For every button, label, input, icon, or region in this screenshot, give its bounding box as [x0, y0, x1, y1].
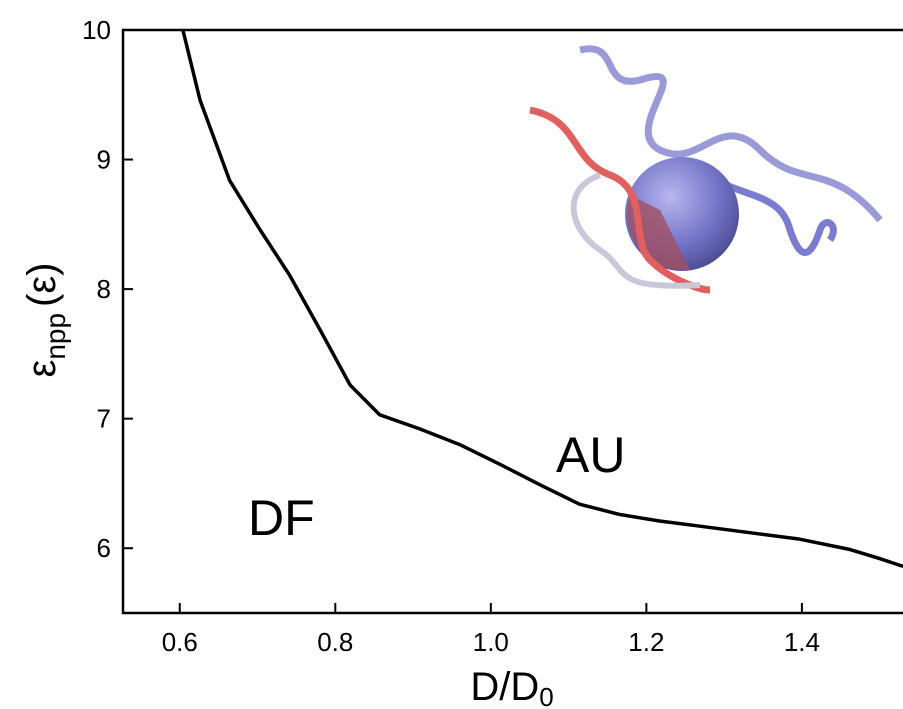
protein-chain	[697, 167, 837, 256]
protein-inset	[529, 45, 883, 294]
x-label-sub: 0	[539, 682, 553, 709]
line	[181, 29, 903, 569]
y-tick-label: 8	[97, 274, 111, 304]
protein-chain	[579, 45, 883, 223]
x-tick-label: 1.0	[473, 627, 509, 657]
protein-chain	[570, 172, 701, 289]
y-label-sub: npp	[40, 313, 71, 360]
x-tick-label: 1.4	[784, 627, 820, 657]
y-tick-label: 9	[97, 145, 111, 175]
x-tick-label: 0.6	[162, 627, 198, 657]
y-tick-label: 10	[82, 15, 111, 45]
y-axis-label: εnpp (ε)	[20, 262, 71, 377]
x-label-main: D/D	[470, 665, 539, 709]
y-tick-label: 6	[97, 533, 111, 563]
annotation: DF	[248, 490, 315, 546]
y-label-main: ε	[20, 360, 64, 378]
axis-frame	[121, 28, 903, 615]
y-label-tail: (ε)	[20, 262, 64, 306]
x-axis-label: D/D0	[470, 665, 553, 709]
x-tick-label: 0.8	[317, 627, 353, 657]
x-tick-label: 1.2	[628, 627, 664, 657]
protein-chain	[529, 106, 711, 294]
y-tick-label: 7	[97, 404, 111, 434]
annotation: AU	[556, 427, 625, 483]
